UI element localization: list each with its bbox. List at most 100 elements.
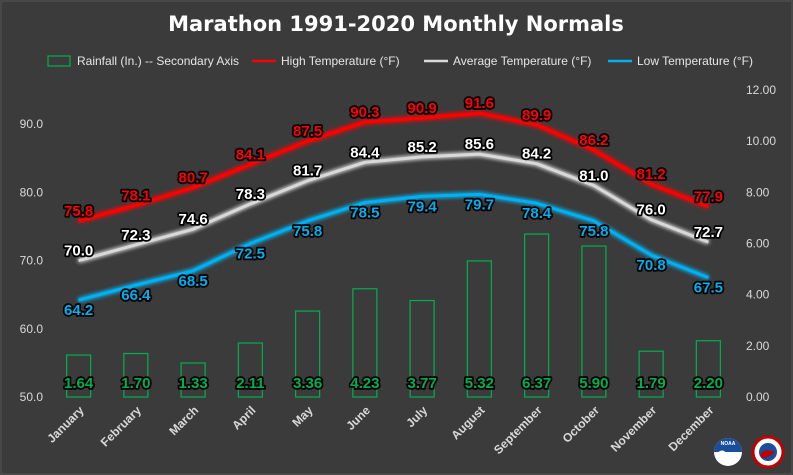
y-tick-label-secondary: 10.00 xyxy=(746,134,776,148)
data-label-avg: 81.7 xyxy=(293,163,322,180)
data-label-avg: 70.0 xyxy=(64,243,93,260)
data-label-low: 66.4 xyxy=(121,287,151,304)
rainfall-bar xyxy=(695,340,721,398)
data-label-high: 87.5 xyxy=(293,123,322,140)
legend-swatch-rain xyxy=(47,55,71,67)
data-label-high: 91.6 xyxy=(465,95,494,112)
legend: Rainfall (In.) -- Secondary Axis High Tem… xyxy=(47,54,753,68)
data-label-rain: 5.90 xyxy=(579,375,608,392)
temperature-lines xyxy=(78,111,709,302)
data-label-rain: 1.64 xyxy=(64,375,94,392)
data-label-high: 89.9 xyxy=(522,107,551,124)
y-tick-label-primary: 50.0 xyxy=(20,390,44,404)
x-tick-label: June xyxy=(343,403,373,433)
rainfall-bar xyxy=(524,233,550,398)
data-label-avg: 72.3 xyxy=(121,227,150,244)
data-label-avg: 78.3 xyxy=(236,186,265,203)
nws-logo xyxy=(751,435,785,469)
series-line-low xyxy=(78,192,709,302)
data-label-high: 81.2 xyxy=(637,166,666,183)
x-tick-label: January xyxy=(44,403,87,446)
x-tick-label: November xyxy=(608,403,660,455)
x-tick-label: August xyxy=(448,403,487,442)
x-tick-label: July xyxy=(403,403,430,430)
data-label-rain: 6.37 xyxy=(522,375,551,392)
data-label-avg: 85.2 xyxy=(408,139,437,156)
noaa-logo: NOAA xyxy=(714,438,742,466)
data-label-rain: 1.70 xyxy=(121,375,150,392)
y-tick-label-secondary: 6.00 xyxy=(746,237,770,251)
data-label-high: 84.1 xyxy=(236,146,265,163)
data-label-rain: 3.77 xyxy=(408,375,437,392)
x-tick-label: February xyxy=(98,403,144,449)
data-label-high: 86.2 xyxy=(579,132,608,149)
data-label-low: 67.5 xyxy=(694,280,723,297)
data-labels: 75.8 78.1 80.7 84.1 87.5 90.3 90.9 91.6 89.9 86.2… xyxy=(62,93,724,393)
y-tick-label-secondary: 8.00 xyxy=(746,185,770,199)
data-label-rain: 2.11 xyxy=(236,375,264,392)
y-tick-label-secondary: 4.00 xyxy=(746,288,770,302)
data-label-high: 75.8 xyxy=(64,203,93,220)
data-label-low: 70.8 xyxy=(637,257,666,274)
data-label-high: 78.1 xyxy=(121,187,150,204)
rainfall-bar xyxy=(66,354,92,398)
legend-label-rain: Rainfall (In.) -- Secondary Axis xyxy=(77,54,239,68)
data-label-high: 90.3 xyxy=(350,104,379,121)
rainfall-bar xyxy=(237,342,263,398)
data-label-avg: 76.0 xyxy=(637,202,666,219)
data-label-avg: 74.6 xyxy=(179,211,208,228)
data-label-high: 77.9 xyxy=(694,189,723,206)
y-tick-label-primary: 60.0 xyxy=(20,322,44,336)
x-tick-label: September xyxy=(491,403,545,457)
data-label-rain: 2.20 xyxy=(694,375,723,392)
data-label-rain: 3.36 xyxy=(293,375,322,392)
rainfall-bar xyxy=(638,350,664,398)
rainfall-bar xyxy=(466,260,492,398)
y-tick-label-secondary: 12.00 xyxy=(746,83,776,97)
data-label-rain: 1.79 xyxy=(637,375,666,392)
data-label-low: 78.5 xyxy=(350,205,379,222)
data-label-high: 80.7 xyxy=(179,170,208,187)
rainfall-bar xyxy=(409,299,435,398)
data-label-low: 75.8 xyxy=(579,223,608,240)
data-label-avg: 81.0 xyxy=(579,168,608,185)
rainfall-bar xyxy=(180,362,206,398)
rainfall-bar xyxy=(123,352,149,398)
data-label-rain: 5.32 xyxy=(465,375,494,392)
series-line-high xyxy=(78,111,709,223)
data-label-avg: 84.2 xyxy=(522,146,551,163)
rainfall-bar xyxy=(295,310,321,398)
y-tick-label-secondary: 0.00 xyxy=(746,390,770,404)
legend-label-avg: Average Temperature (°F) xyxy=(453,54,591,68)
data-label-low: 64.2 xyxy=(64,302,93,319)
data-label-high: 90.9 xyxy=(408,100,437,117)
data-label-avg: 84.4 xyxy=(350,144,380,161)
logos: NOAA xyxy=(714,435,785,469)
series-line-avg xyxy=(78,152,709,263)
data-label-low: 75.8 xyxy=(293,223,322,240)
data-label-low: 68.5 xyxy=(179,273,208,290)
rainfall-bar xyxy=(581,245,607,398)
chart-title: Marathon 1991-2020 Monthly Normals xyxy=(168,12,624,36)
data-label-low: 78.4 xyxy=(522,205,552,222)
data-label-low: 72.5 xyxy=(236,246,265,263)
x-tick-label: October xyxy=(560,403,603,446)
y-tick-label-primary: 70.0 xyxy=(20,254,44,268)
x-tick-label: March xyxy=(166,403,201,438)
rainfall-bar xyxy=(352,288,378,398)
data-label-low: 79.4 xyxy=(408,198,438,215)
x-tick-label: April xyxy=(229,403,258,432)
data-label-rain: 4.23 xyxy=(350,375,379,392)
rainfall-bars xyxy=(66,233,721,398)
y-tick-label-primary: 80.0 xyxy=(20,185,44,199)
legend-label-high: High Temperature (°F) xyxy=(281,54,400,68)
data-label-avg: 72.7 xyxy=(694,224,723,241)
y-tick-label-secondary: 2.00 xyxy=(746,339,770,353)
x-tick-label: December xyxy=(666,403,717,454)
data-label-low: 79.7 xyxy=(465,196,494,213)
x-tick-label: May xyxy=(289,403,316,430)
y-tick-label-primary: 90.0 xyxy=(20,117,44,131)
